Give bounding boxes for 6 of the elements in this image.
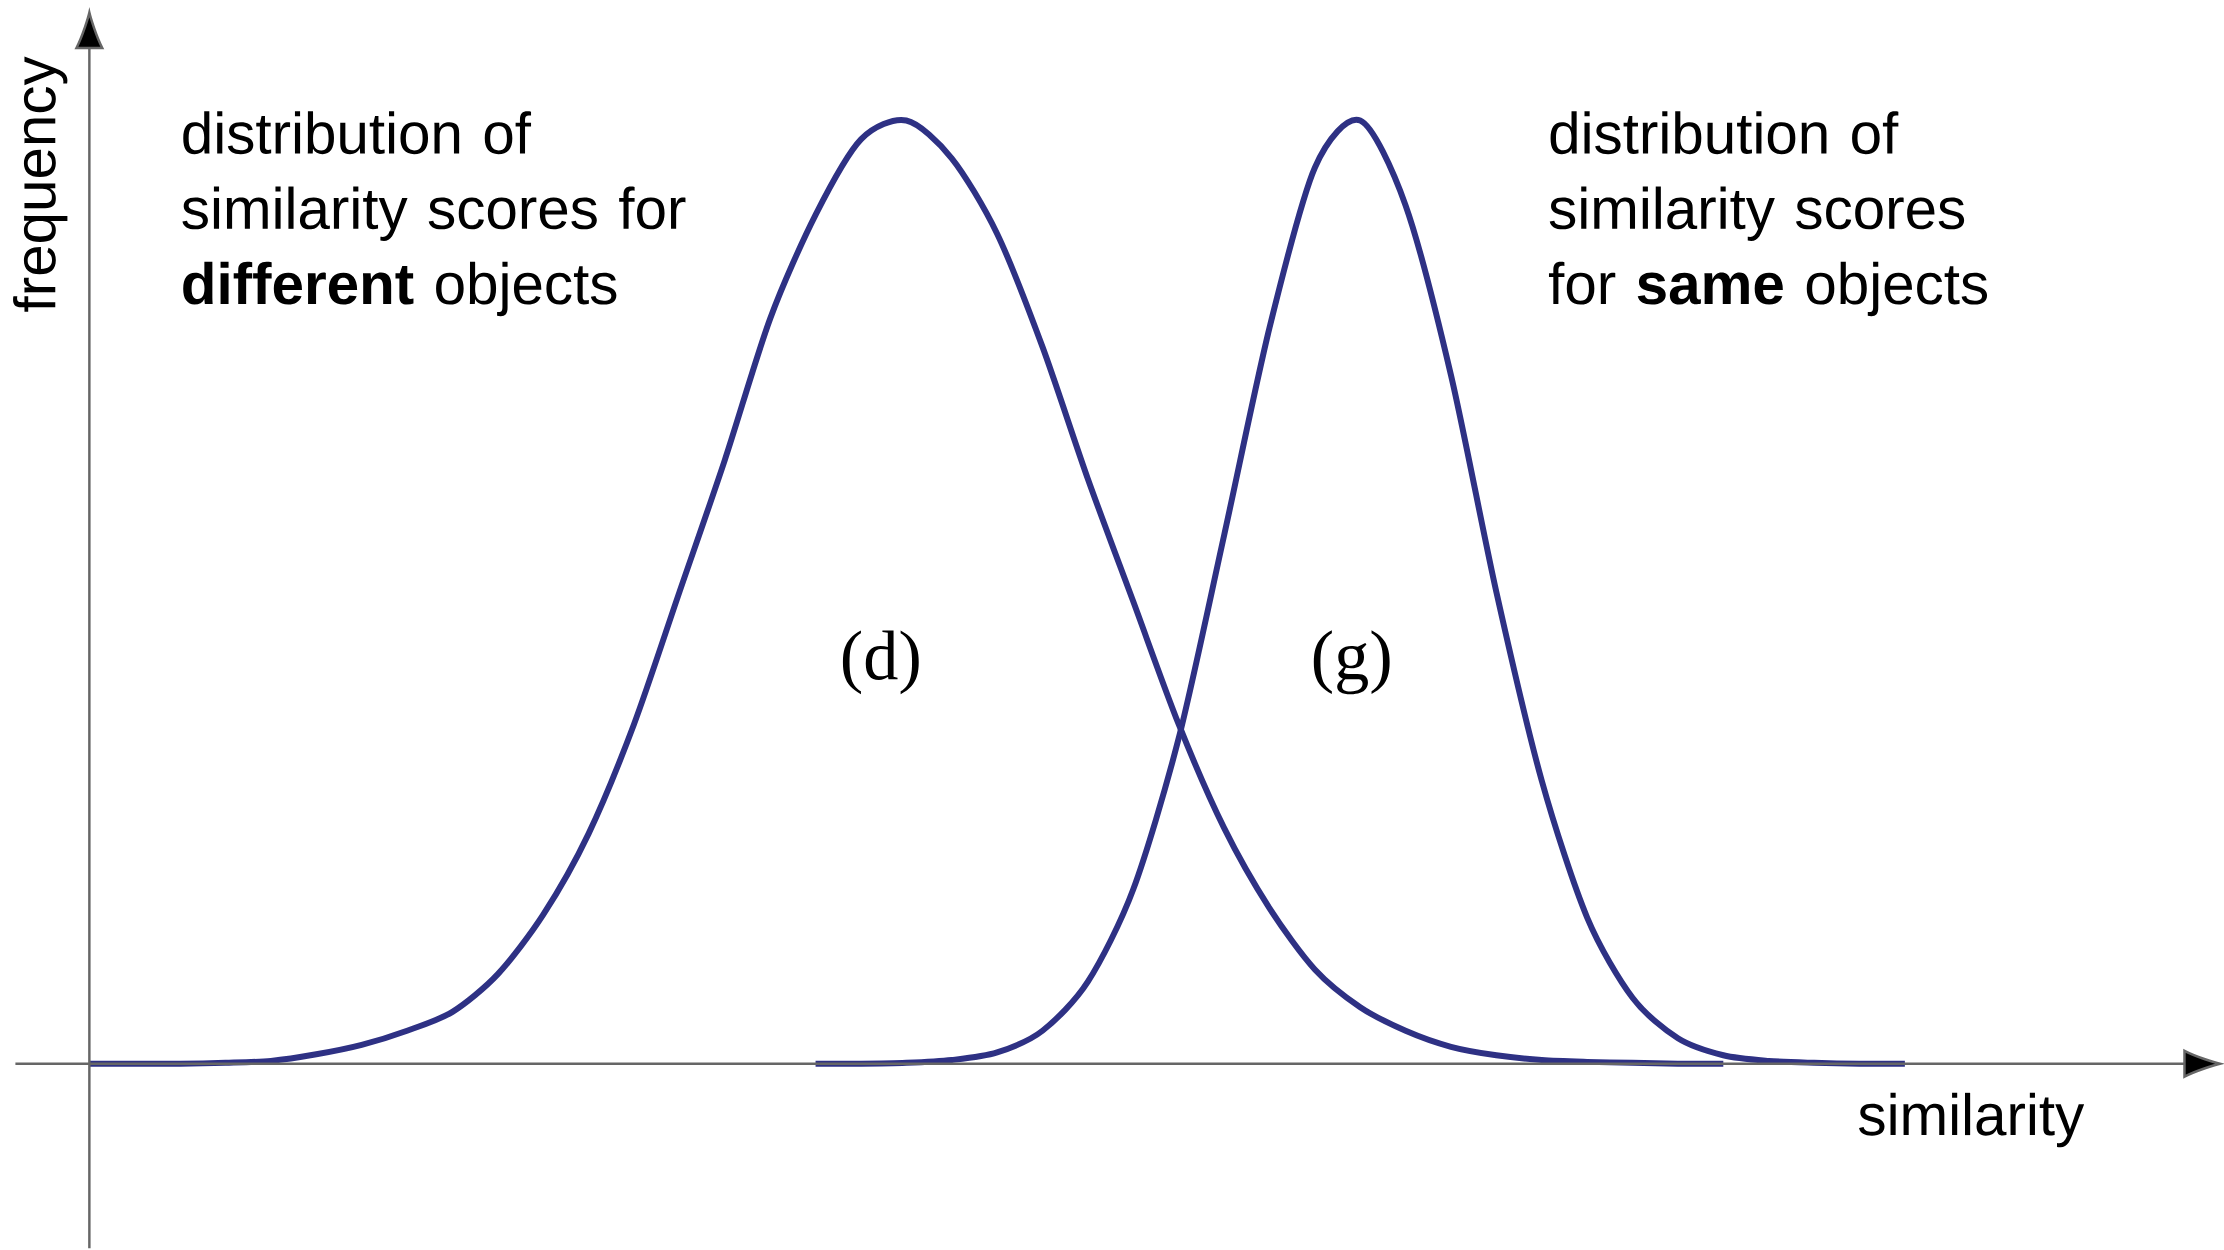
annotation: distribution of similarity scores for different objects	[182, 111, 686, 317]
text: (d)	[842, 630, 919, 695]
y-axis-title: frequency	[13, 56, 68, 312]
series-label: (g)	[1313, 630, 1390, 695]
x-axis-title: similarity	[1859, 1093, 2085, 1148]
annotation: distribution of similarity scores for same objects	[1548, 111, 1988, 317]
